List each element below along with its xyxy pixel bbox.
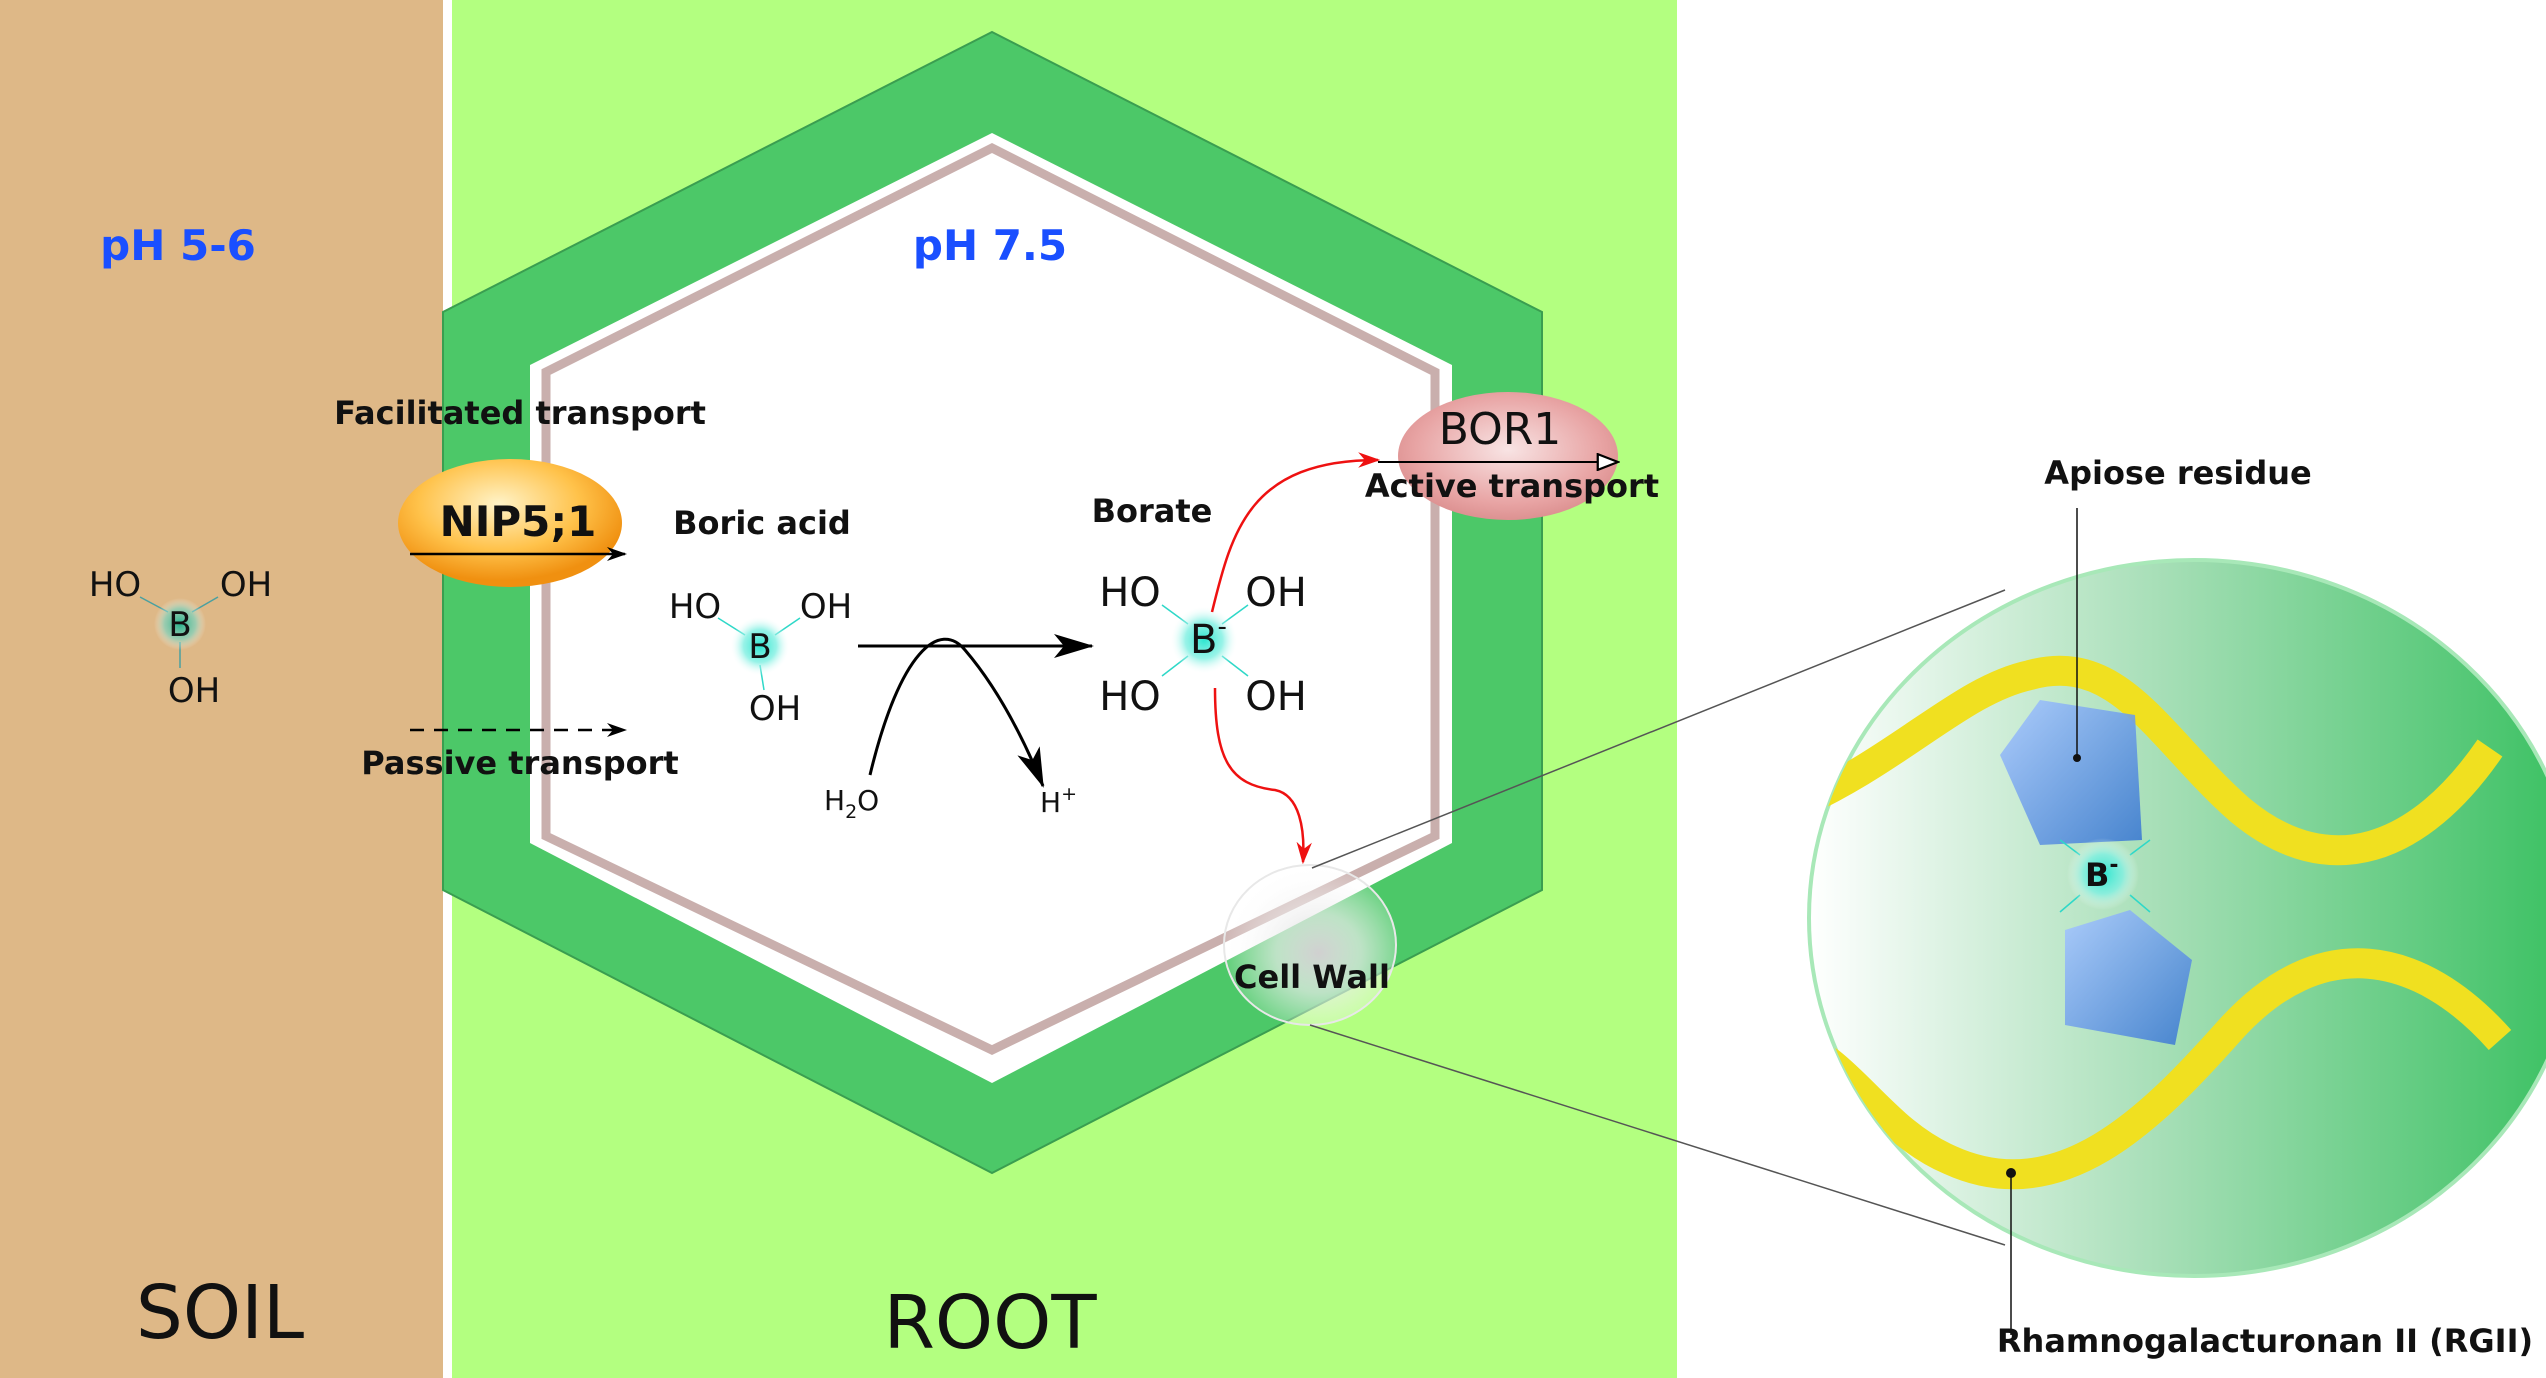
water-h: H [824,784,845,817]
proton-h: H [1040,786,1061,819]
soil-label: SOIL [136,1270,304,1356]
water-proton-curve-arrow [868,637,1045,788]
cell-wall-spot [1223,864,1397,1026]
svg-text:B-: B- [2085,853,2119,894]
soil-ph-label: pH 5-6 [100,221,256,270]
boron-atom-glow [154,598,206,650]
root-ph-label: pH 7.5 [913,221,1067,270]
borate-bridge-glow [2067,838,2139,910]
hydroxyl-top-right: OH [1245,570,1307,616]
facilitated-transport-label: Facilitated transport [334,394,706,432]
hydroxyl-left: HO [669,587,721,627]
hydroxyl-right: OH [220,565,272,605]
cell-boric-acid-molecule: B HO OH OH [669,587,852,729]
borate-boron-glow [1170,606,1238,674]
rgii-label: Rhamnogalacturonan II (RGII) [1997,1322,2533,1360]
proton-charge: + [1061,783,1077,805]
borate-to-bor1-arrow [1210,452,1381,613]
borate-charge: - [1217,612,1226,642]
apiose-residue-top [2000,700,2142,845]
borate-molecule: B- HO OH HO OH [1099,570,1307,720]
rgii-chain-top [1809,655,2503,866]
boron-symbol: B [748,627,771,667]
water-molecule: H2O [824,784,879,823]
boron-atom-glow [730,616,790,676]
boron-symbol: B [168,605,191,645]
zoom-line-top [1311,589,2006,869]
root-label: ROOT [883,1280,1097,1366]
hydroxyl-bottom: OH [168,671,220,711]
svg-text:H2O: H2O [824,784,879,823]
bor1-label: BOR1 [1439,404,1562,455]
bor1-transporter: BOR1 [1398,392,1618,520]
apiose-residue-bottom [2065,910,2192,1045]
inset-background [1807,558,2546,1278]
apiose-residue-label: Apiose residue [2044,454,2311,492]
water-subscript: 2 [845,801,857,823]
soil-region [0,0,443,1378]
borate-boron-symbol: B [1190,617,1217,663]
cell-interior [530,133,1452,1083]
borate-to-cellwall-arrow [1213,687,1312,865]
cell-wall-label: Cell Wall [1234,958,1390,996]
hydroxyl-top-left: HO [1099,570,1161,616]
plasma-membrane [541,142,1440,1055]
hydroxyl-bottom-left: HO [1099,674,1161,720]
borate-bridge-charge: - [2109,853,2118,878]
rgii-chain-bottom [1809,948,2512,1190]
boric-acid-label: Boric acid [673,504,851,542]
svg-text:B-: B- [1190,612,1227,663]
borate-bridge-symbol: B [2085,856,2109,894]
hydroxyl-bottom-right: OH [1245,674,1307,720]
rgii-inset: B- [1807,508,2546,1335]
hydroxyl-bottom: OH [749,689,801,729]
zoom-line-bottom [1309,1024,2006,1246]
water-o: O [857,784,879,817]
nip-label: NIP5;1 [440,497,597,546]
passive-transport-label: Passive transport [361,744,678,782]
svg-text:H+: H+ [1040,783,1077,819]
hydroxyl-right: OH [800,587,852,627]
proton: H+ [1040,783,1077,819]
borate-label: Borate [1092,492,1213,530]
active-transport-label: Active transport [1365,467,1659,505]
soil-boric-acid-molecule: B HO OH OH [89,565,272,711]
nip-transporter: NIP5;1 [398,459,622,587]
hydroxyl-left: HO [89,565,141,605]
